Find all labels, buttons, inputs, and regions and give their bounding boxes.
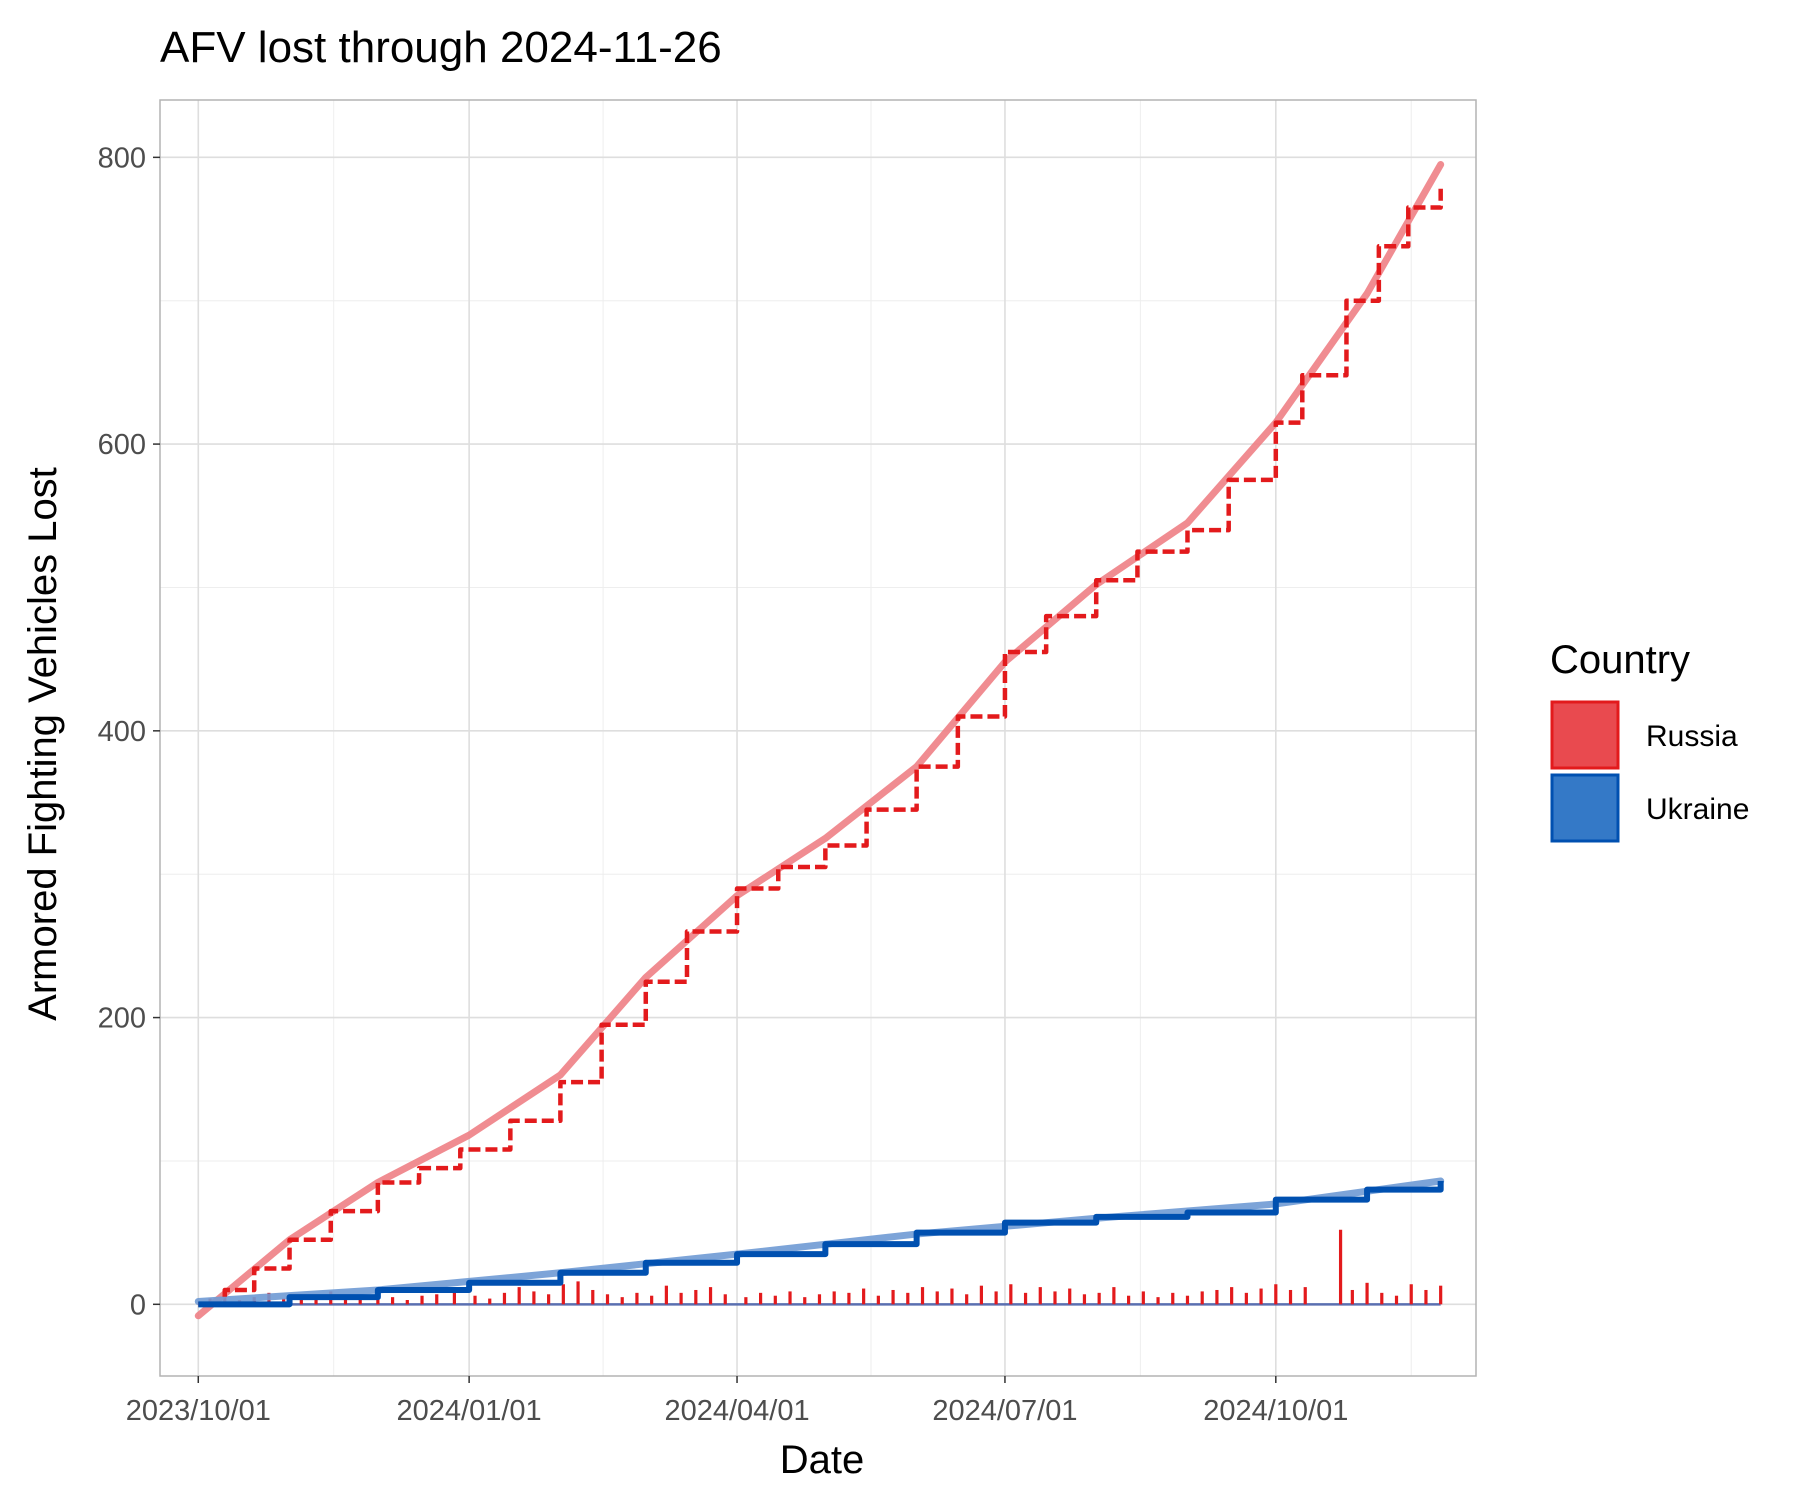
legend-title: Country	[1550, 638, 1690, 682]
panel-background	[160, 100, 1476, 1376]
x-tick-label: 2024/04/01	[664, 1395, 809, 1427]
legend-label-ukraine: Ukraine	[1646, 793, 1749, 826]
x-tick-label: 2024/10/01	[1203, 1395, 1348, 1427]
y-tick-label: 0	[130, 1289, 146, 1321]
x-tick-label: 2024/01/01	[397, 1395, 542, 1427]
y-tick-label: 600	[98, 429, 146, 461]
plot-panel	[159, 99, 1477, 1377]
legend: Country Russia Ukraine	[1550, 638, 1749, 843]
panel-border	[159, 99, 1477, 1377]
y-tick-label: 800	[98, 142, 146, 174]
ukraine-cumulative-line	[198, 1181, 1444, 1308]
legend-label-russia: Russia	[1646, 720, 1738, 753]
chart-title: AFV lost through 2024-11-26	[160, 23, 722, 72]
legend-key-russia	[1550, 700, 1620, 770]
y-tick-label: 200	[98, 1003, 146, 1035]
y-axis-title: Armored Fighting Vehicles Lost	[21, 467, 65, 1021]
y-tick-label: 400	[98, 716, 146, 748]
legend-key-ukraine	[1550, 773, 1620, 843]
y-axis: 0 200 400 600 800	[98, 142, 160, 1321]
minor-gridlines	[160, 100, 1476, 1376]
x-axis-title: Date	[780, 1438, 865, 1482]
x-tick-label: 2023/10/01	[126, 1395, 271, 1427]
chart-marks	[194, 161, 1445, 1320]
russia-cumulative-line	[198, 186, 1443, 1307]
russia-trend-line	[194, 161, 1445, 1320]
x-axis: 2023/10/01 2024/01/01 2024/04/01 2024/07/01…	[126, 1376, 1348, 1427]
x-tick-label: 2024/07/01	[932, 1395, 1077, 1427]
